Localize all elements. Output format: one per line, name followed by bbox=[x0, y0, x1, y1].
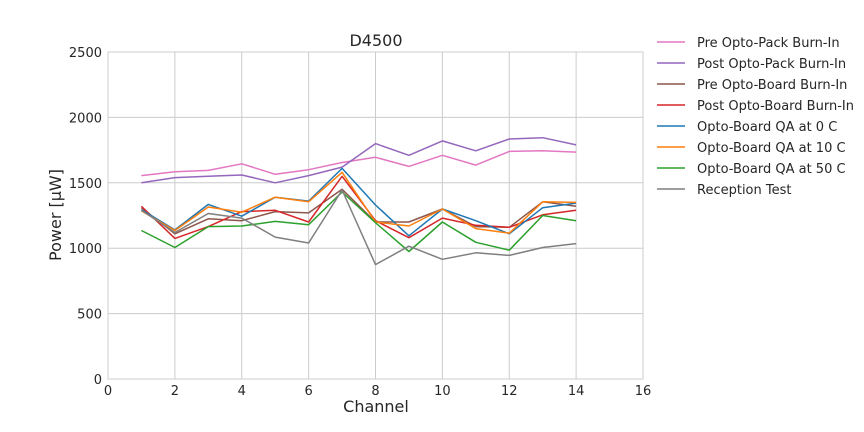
plot-area-frame bbox=[107, 51, 644, 380]
legend-item: Opto-Board QA at 50 C bbox=[657, 162, 846, 177]
legend-item: Opto-Board QA at 10 C bbox=[657, 141, 846, 156]
y-tick-label: 2500 bbox=[69, 46, 102, 61]
y-tick-label: 0 bbox=[94, 373, 102, 388]
series-line-7 bbox=[140, 189, 577, 266]
y-axis-label: Power [μW] bbox=[46, 169, 65, 261]
y-tick-label: 1500 bbox=[69, 177, 102, 192]
legend-label: Opto-Board QA at 50 C bbox=[697, 162, 846, 177]
legend-item: Post Opto-Pack Burn-In bbox=[657, 57, 846, 72]
x-tick-label: 6 bbox=[304, 384, 312, 399]
chart-title: D4500 bbox=[349, 31, 402, 50]
legend-item: Reception Test bbox=[657, 183, 791, 198]
series-line-0 bbox=[141, 150, 577, 177]
series-line-1 bbox=[141, 136, 577, 184]
x-axis-label: Channel bbox=[343, 397, 409, 416]
legend-label: Opto-Board QA at 10 C bbox=[697, 141, 846, 156]
series-line-6 bbox=[141, 191, 577, 253]
legend-label: Pre Opto-Pack Burn-In bbox=[697, 36, 840, 51]
legend-item: Post Opto-Board Burn-In bbox=[657, 99, 854, 114]
x-tick-label: 12 bbox=[501, 384, 518, 399]
legend-label: Post Opto-Board Burn-In bbox=[697, 99, 854, 114]
legend-item: Opto-Board QA at 0 C bbox=[657, 120, 837, 135]
x-tick-label: 14 bbox=[568, 384, 585, 399]
legend-label: Reception Test bbox=[697, 183, 791, 198]
series-lines bbox=[140, 136, 577, 266]
x-tick-label: 4 bbox=[238, 384, 246, 399]
series-line-3 bbox=[140, 175, 577, 240]
series-line-4 bbox=[141, 167, 577, 237]
legend-item: Pre Opto-Board Burn-In bbox=[657, 78, 847, 93]
legend-item: Pre Opto-Pack Burn-In bbox=[657, 36, 840, 51]
legend-label: Pre Opto-Board Burn-In bbox=[697, 78, 847, 93]
series-line-5 bbox=[141, 171, 577, 234]
x-tick-label: 8 bbox=[371, 384, 379, 399]
grid bbox=[107, 51, 644, 380]
x-tick-label: 10 bbox=[434, 384, 451, 399]
legend: Pre Opto-Pack Burn-In Post Opto-Pack Burn… bbox=[657, 36, 854, 198]
y-tick-label: 1000 bbox=[69, 242, 102, 257]
x-tick-label: 0 bbox=[104, 384, 112, 399]
legend-label: Post Opto-Pack Burn-In bbox=[697, 57, 846, 72]
legend-label: Opto-Board QA at 0 C bbox=[697, 120, 837, 135]
y-tick-label: 2000 bbox=[69, 111, 102, 126]
axis-ticks: 0 2 4 6 8 10 12 14 16 0 500 1000 1500 2000 2500 bbox=[69, 46, 651, 399]
x-tick-label: 16 bbox=[635, 384, 652, 399]
x-tick-label: 2 bbox=[171, 384, 179, 399]
y-tick-label: 500 bbox=[77, 308, 102, 323]
